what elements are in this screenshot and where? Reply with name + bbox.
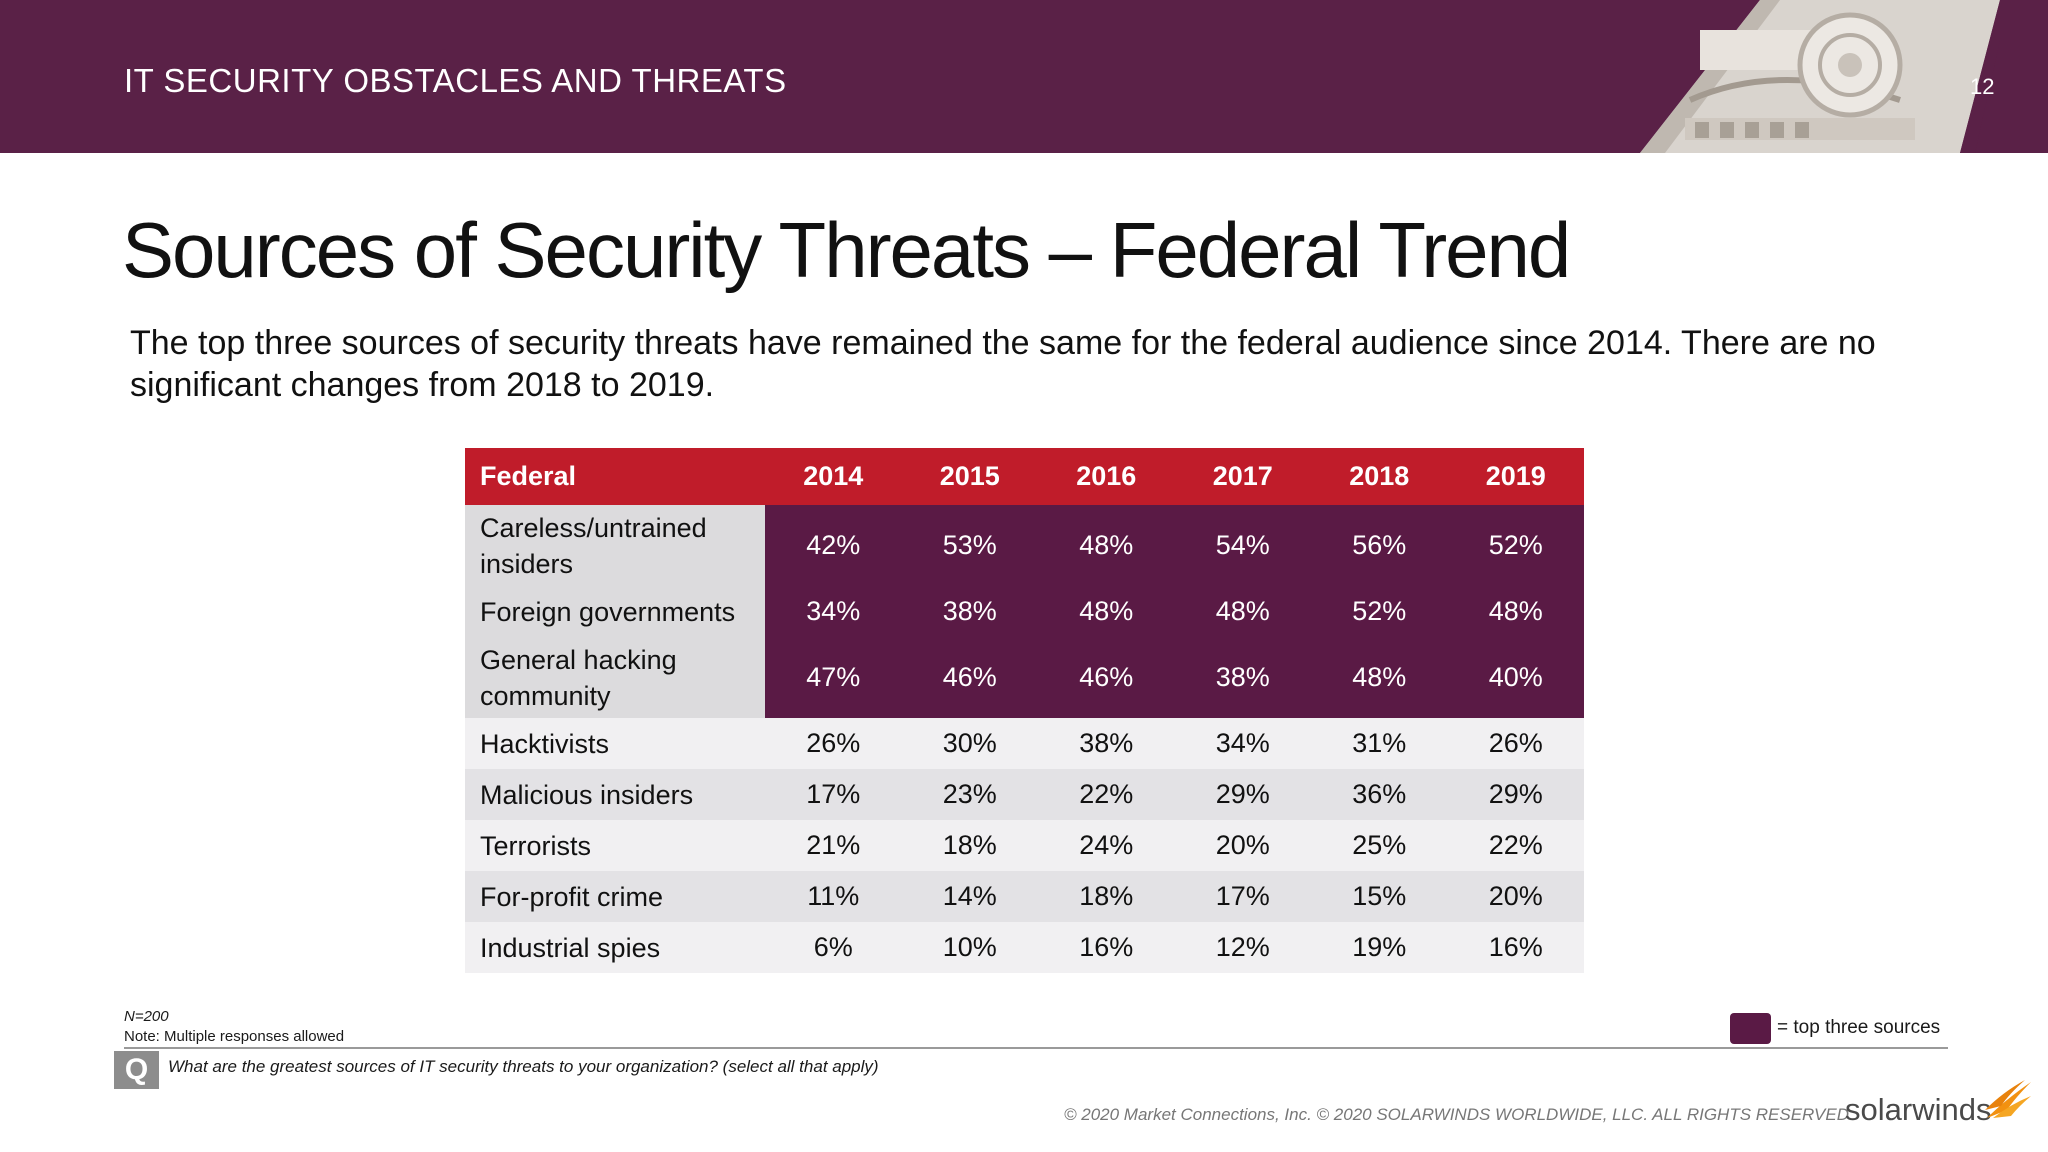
table-cell: 29% bbox=[1175, 769, 1312, 820]
table-cell: 38% bbox=[1038, 718, 1175, 769]
header-band: IT SECURITY OBSTACLES AND THREATS 12 bbox=[0, 0, 2048, 153]
table-cell: 23% bbox=[902, 769, 1039, 820]
table-row: Industrial spies 6% 10% 16% 12% 19% 16% bbox=[465, 922, 1584, 973]
question-icon: Q bbox=[114, 1051, 159, 1089]
section-title: IT SECURITY OBSTACLES AND THREATS bbox=[124, 62, 787, 100]
table-cell: 38% bbox=[1175, 637, 1312, 718]
table-cell: 20% bbox=[1175, 820, 1312, 871]
table-row: Hacktivists 26% 30% 38% 34% 31% 26% bbox=[465, 718, 1584, 769]
table-cell: 16% bbox=[1448, 922, 1585, 973]
table-cell: 53% bbox=[902, 505, 1039, 586]
survey-question: What are the greatest sources of IT secu… bbox=[168, 1057, 879, 1077]
table-cell: 26% bbox=[1448, 718, 1585, 769]
table-cell: 38% bbox=[902, 586, 1039, 637]
footer-divider bbox=[124, 1047, 1948, 1049]
legend-label: = top three sources bbox=[1777, 1017, 1940, 1039]
table-cell: 18% bbox=[1038, 871, 1175, 922]
table-row: For-profit crime 11% 14% 18% 17% 15% 20% bbox=[465, 871, 1584, 922]
table-cell: 34% bbox=[765, 586, 902, 637]
row-label: Hacktivists bbox=[465, 718, 765, 769]
table-cell: 56% bbox=[1311, 505, 1448, 586]
table-cell: 48% bbox=[1038, 586, 1175, 637]
table-row: Terrorists 21% 18% 24% 20% 25% 22% bbox=[465, 820, 1584, 871]
table-cell: 19% bbox=[1311, 922, 1448, 973]
table-cell: 48% bbox=[1448, 586, 1585, 637]
table-cell: 48% bbox=[1175, 586, 1312, 637]
responses-note: Note: Multiple responses allowed bbox=[124, 1028, 344, 1045]
column-header-year: 2014 bbox=[765, 448, 902, 505]
table-cell: 15% bbox=[1311, 871, 1448, 922]
slide-subtitle: The top three sources of security threat… bbox=[130, 322, 1910, 406]
table-cell: 26% bbox=[765, 718, 902, 769]
table-header-row: Federal 2014 2015 2016 2017 2018 2019 bbox=[465, 448, 1584, 505]
row-label: Malicious insiders bbox=[465, 769, 765, 820]
page-number: 12 bbox=[1970, 74, 1994, 100]
table-cell: 46% bbox=[1038, 637, 1175, 718]
table-cell: 25% bbox=[1311, 820, 1448, 871]
table-cell: 30% bbox=[902, 718, 1039, 769]
table-cell: 20% bbox=[1448, 871, 1585, 922]
table-cell: 17% bbox=[1175, 871, 1312, 922]
table-cell: 48% bbox=[1038, 505, 1175, 586]
table-row: Foreign governments 34% 38% 48% 48% 52% … bbox=[465, 586, 1584, 637]
row-label: Careless/untrained insiders bbox=[465, 505, 765, 586]
column-header-year: 2017 bbox=[1175, 448, 1312, 505]
table-cell: 42% bbox=[765, 505, 902, 586]
row-label: Foreign governments bbox=[465, 586, 765, 637]
question-badge-letter: Q bbox=[114, 1053, 159, 1087]
column-capital-image bbox=[1480, 0, 2000, 153]
table-cell: 21% bbox=[765, 820, 902, 871]
solarwinds-flame-icon bbox=[1985, 1080, 2033, 1120]
table-cell: 12% bbox=[1175, 922, 1312, 973]
row-label: Terrorists bbox=[465, 820, 765, 871]
row-label: Industrial spies bbox=[465, 922, 765, 973]
table-cell: 46% bbox=[902, 637, 1039, 718]
row-label: For-profit crime bbox=[465, 871, 765, 922]
solarwinds-logo: solarwinds bbox=[1845, 1092, 1991, 1128]
column-header-federal: Federal bbox=[465, 448, 765, 505]
table-cell: 31% bbox=[1311, 718, 1448, 769]
table-cell: 17% bbox=[765, 769, 902, 820]
column-header-year: 2019 bbox=[1448, 448, 1585, 505]
table-cell: 34% bbox=[1175, 718, 1312, 769]
table-cell: 6% bbox=[765, 922, 902, 973]
table-cell: 52% bbox=[1448, 505, 1585, 586]
column-header-year: 2015 bbox=[902, 448, 1039, 505]
table-row: Malicious insiders 17% 23% 22% 29% 36% 2… bbox=[465, 769, 1584, 820]
table-row: Careless/untrained insiders 42% 53% 48% … bbox=[465, 505, 1584, 586]
table-row: General hacking community 47% 46% 46% 38… bbox=[465, 637, 1584, 718]
threat-sources-table: Federal 2014 2015 2016 2017 2018 2019 Ca… bbox=[465, 448, 1584, 973]
table-cell: 24% bbox=[1038, 820, 1175, 871]
table-cell: 22% bbox=[1448, 820, 1585, 871]
sample-size-note: N=200 bbox=[124, 1008, 169, 1025]
table-cell: 52% bbox=[1311, 586, 1448, 637]
table-cell: 48% bbox=[1311, 637, 1448, 718]
table-cell: 47% bbox=[765, 637, 902, 718]
table-cell: 16% bbox=[1038, 922, 1175, 973]
table-cell: 29% bbox=[1448, 769, 1585, 820]
table-cell: 36% bbox=[1311, 769, 1448, 820]
table-cell: 40% bbox=[1448, 637, 1585, 718]
table-cell: 54% bbox=[1175, 505, 1312, 586]
table-cell: 22% bbox=[1038, 769, 1175, 820]
table-cell: 10% bbox=[902, 922, 1039, 973]
table-cell: 11% bbox=[765, 871, 902, 922]
slide-title: Sources of Security Threats – Federal Tr… bbox=[122, 205, 1569, 296]
column-header-year: 2018 bbox=[1311, 448, 1448, 505]
legend-swatch bbox=[1730, 1013, 1771, 1044]
row-label: General hacking community bbox=[465, 637, 765, 718]
table-cell: 18% bbox=[902, 820, 1039, 871]
column-header-year: 2016 bbox=[1038, 448, 1175, 505]
copyright-notice: © 2020 Market Connections, Inc. © 2020 S… bbox=[1064, 1105, 1849, 1125]
table-cell: 14% bbox=[902, 871, 1039, 922]
